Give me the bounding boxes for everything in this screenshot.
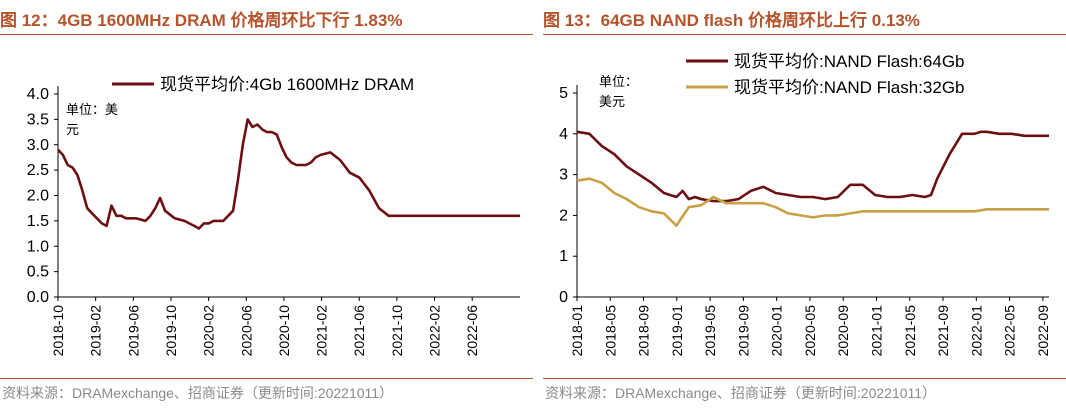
- unit-label-line-2: 元: [66, 122, 79, 137]
- x-tick-label: 2020-02: [201, 305, 217, 357]
- x-tick-label: 2020-05: [802, 305, 818, 357]
- right-figure-title: 图 13：64GB NAND flash 价格周环比上行 0.13%: [543, 11, 920, 30]
- x-tick-label: 2022-05: [1002, 305, 1018, 357]
- x-tick-label: 2021-06: [351, 305, 367, 357]
- y-tick-label: 4.0: [27, 86, 49, 103]
- right-source-rule: [543, 378, 1066, 379]
- y-tick-label: 0: [559, 289, 568, 306]
- series-line-1: [576, 130, 1049, 203]
- x-tick-label: 2021-01: [868, 305, 884, 357]
- y-tick-label: 3.0: [27, 137, 49, 154]
- y-tick-label: 2.0: [27, 188, 49, 205]
- y-tick-label: 1: [559, 248, 568, 265]
- x-tick-label: 2019-02: [88, 305, 104, 357]
- nand-price-chart: 0 1 2 3 4 5 2018-01 2018-05 2018-09 2019-01 2019-0…: [559, 52, 1051, 357]
- x-tick-label: 2019-01: [669, 305, 685, 357]
- x-tick-label: 2020-06: [238, 305, 254, 357]
- left-source-rule: [0, 378, 533, 379]
- x-tick-label: 2020-10: [276, 305, 292, 357]
- x-tick-label: 2018-10: [50, 305, 66, 357]
- unit-label-line-1: 单位：美: [66, 102, 118, 117]
- left-title-rule: [0, 34, 533, 35]
- left-figure-title: 图 12：4GB 1600MHz DRAM 价格周环比下行 1.83%: [0, 11, 403, 30]
- y-tick-label: 1.0: [27, 238, 49, 255]
- x-tick-label: 2018-09: [636, 305, 652, 357]
- x-tick-label: 2022-06: [464, 305, 480, 357]
- legend-label-1: 现货平均价:NAND Flash:64Gb: [734, 52, 965, 71]
- x-tick-label: 2021-02: [314, 305, 330, 357]
- y-tick-label: 0.5: [27, 264, 49, 281]
- unit-label-line-1: 单位：: [599, 74, 638, 89]
- x-tick-label: 2019-05: [702, 305, 718, 357]
- y-tick-label: 2.5: [27, 162, 49, 179]
- unit-label-line-2: 美元: [599, 94, 625, 109]
- dram-price-chart: 0.0 0.5 1.0 1.5 2.0 2.5 3.0 3.5 4.0 2018-10 2019-0…: [27, 75, 520, 357]
- y-tick-label: 3.5: [27, 111, 49, 128]
- x-tick-label: 2019-10: [163, 305, 179, 357]
- right-title-rule: [543, 34, 1066, 35]
- x-tick-label: 2019-06: [125, 305, 141, 357]
- x-tick-label: 2022-02: [427, 305, 443, 357]
- y-tick-label: 1.5: [27, 213, 49, 230]
- x-tick-label: 2018-01: [569, 305, 585, 357]
- right-source-note: 资料来源：DRAMexchange、招商证券（更新时间:20221011）: [545, 385, 937, 401]
- legend-label-2: 现货平均价:NAND Flash:32Gb: [734, 78, 965, 97]
- x-tick-label: 2021-05: [902, 305, 918, 357]
- x-tick-label: 2020-09: [835, 305, 851, 357]
- left-figure: 图 12：4GB 1600MHz DRAM 价格周环比下行 1.83% 0.0 0…: [0, 11, 533, 401]
- legend-label-1: 现货平均价:4Gb 1600MHz DRAM: [160, 75, 414, 94]
- x-tick-label: 2019-09: [735, 305, 751, 357]
- x-tick-label: 2021-10: [389, 305, 405, 357]
- x-tick-label: 2021-09: [935, 305, 951, 357]
- y-tick-label: 5: [559, 85, 568, 102]
- series-line-2: [576, 177, 1049, 227]
- y-tick-label: 4: [559, 126, 568, 143]
- y-tick-label: 2: [559, 207, 568, 224]
- x-tick-label: 2022-09: [1035, 305, 1051, 357]
- y-tick-label: 0.0: [27, 289, 49, 306]
- y-tick-label: 3: [559, 167, 568, 184]
- left-source-note: 资料来源：DRAMexchange、招商证券（更新时间:20221011）: [2, 385, 394, 401]
- x-tick-label: 2022-01: [968, 305, 984, 357]
- x-tick-label: 2020-01: [769, 305, 785, 357]
- series-line-1: [57, 118, 520, 230]
- right-figure: 图 13：64GB NAND flash 价格周环比上行 0.13% 0 1 2 3 4…: [543, 0, 1066, 410]
- x-tick-label: 2018-05: [602, 305, 618, 357]
